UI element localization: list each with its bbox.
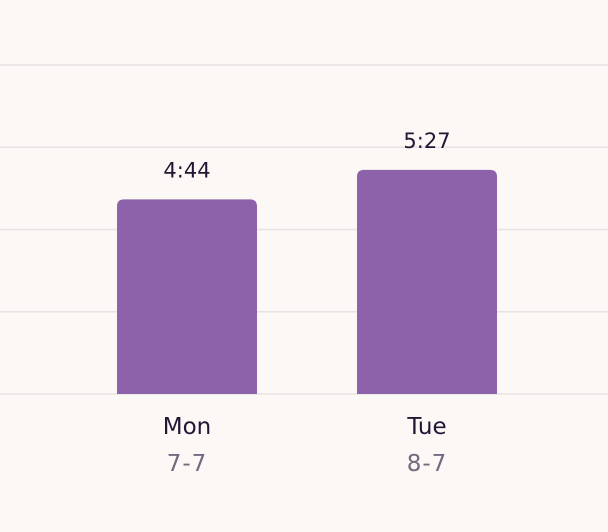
bar-mon[interactable]	[117, 199, 257, 394]
value-label-tue: 5:27	[403, 129, 450, 153]
value-label-mon: 4:44	[163, 158, 210, 182]
labels: 4:44 Mon 7-7 5:27 Tue 8-7	[163, 129, 451, 477]
category-label-tue: Tue	[406, 414, 446, 440]
gridlines	[0, 64, 608, 395]
bar-tue[interactable]	[357, 169, 497, 394]
date-label-mon: 7-7	[167, 451, 208, 477]
bars	[117, 169, 497, 394]
category-label-mon: Mon	[163, 414, 212, 440]
date-label-tue: 8-7	[407, 451, 448, 477]
